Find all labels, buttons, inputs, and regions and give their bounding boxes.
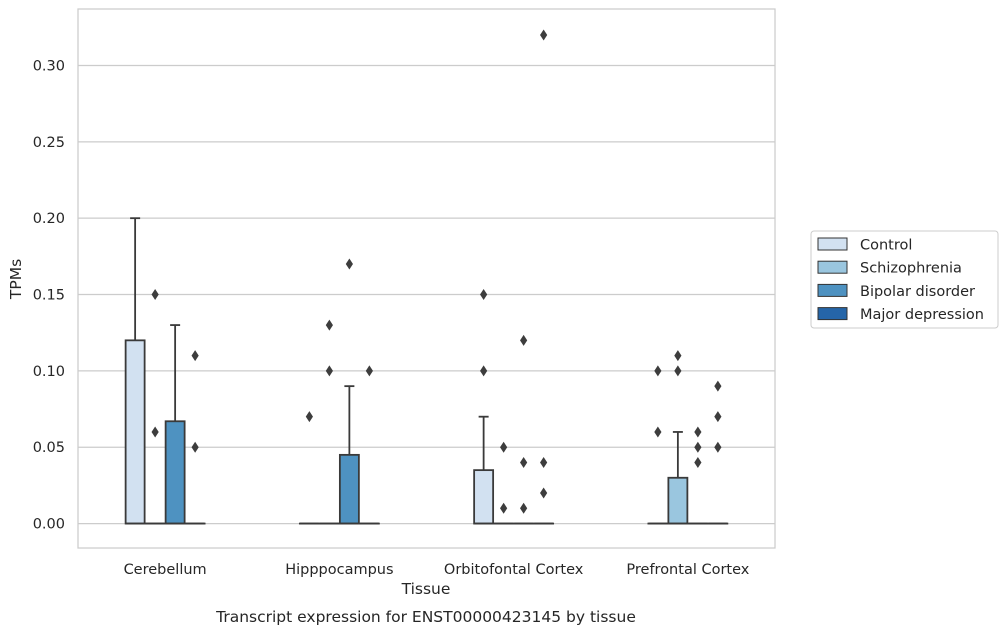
legend-swatch bbox=[817, 307, 848, 321]
x-tick-labels: Cerebellum Hipppocampus Orbitofontal Corte… bbox=[124, 562, 750, 578]
outlier-point bbox=[694, 426, 702, 438]
outlier-point bbox=[500, 502, 508, 514]
outlier-point bbox=[694, 456, 702, 468]
outlier-point bbox=[540, 29, 548, 41]
plot-frame bbox=[77, 8, 776, 549]
y-tick-label: 0.05 bbox=[33, 440, 65, 456]
legend-swatch bbox=[817, 260, 848, 274]
box bbox=[164, 420, 186, 525]
series-bipolar-disorder bbox=[164, 258, 709, 525]
x-tick-label: Prefrontal Cortex bbox=[626, 562, 749, 578]
outlier-point bbox=[654, 365, 662, 377]
series-major-depression bbox=[184, 29, 729, 525]
y-tick-label: 0.10 bbox=[33, 364, 65, 380]
box bbox=[124, 339, 146, 525]
outlier-point bbox=[480, 365, 488, 377]
outlier-point bbox=[674, 350, 682, 362]
legend-swatch bbox=[817, 283, 848, 297]
outlier-point bbox=[500, 441, 508, 453]
legend-label: Schizophrenia bbox=[860, 261, 962, 277]
outlier-point bbox=[540, 487, 548, 499]
box bbox=[473, 469, 495, 525]
y-tick-label: 0.20 bbox=[33, 211, 65, 227]
x-tick-label: Orbitofontal Cortex bbox=[444, 562, 584, 578]
x-tick-label: Hipppocampus bbox=[285, 562, 393, 578]
legend-swatch bbox=[817, 237, 848, 251]
outlier-point bbox=[151, 289, 159, 301]
outlier-point bbox=[714, 380, 722, 392]
outlier-point bbox=[480, 289, 488, 301]
outlier-point bbox=[520, 456, 528, 468]
box bbox=[338, 453, 360, 525]
chart-caption: Transcript expression for ENST0000042314… bbox=[215, 608, 636, 626]
box-series-group bbox=[124, 29, 729, 525]
y-tick-labels: 0.00 0.05 0.10 0.15 0.20 0.25 0.30 bbox=[33, 58, 65, 532]
legend-label: Bipolar disorder bbox=[860, 284, 975, 300]
y-axis-title: TPMs bbox=[7, 259, 25, 300]
outlier-point bbox=[345, 258, 353, 270]
plot-background bbox=[78, 9, 775, 548]
y-tick-label: 0.15 bbox=[33, 288, 65, 304]
x-axis-title: Tissue bbox=[401, 580, 451, 598]
legend-label: Control bbox=[860, 238, 912, 254]
outlier-point bbox=[540, 456, 548, 468]
outlier-point bbox=[365, 365, 373, 377]
legend: Control Schizophrenia Bipolar disorder Majo… bbox=[810, 230, 999, 329]
outlier-point bbox=[714, 411, 722, 423]
outlier-point bbox=[325, 319, 333, 331]
outlier-point bbox=[305, 411, 313, 423]
outlier-point bbox=[520, 334, 528, 346]
outlier-point bbox=[674, 365, 682, 377]
series-schizophrenia bbox=[144, 289, 689, 525]
outlier-point bbox=[520, 502, 528, 514]
outlier-point bbox=[191, 350, 199, 362]
legend-label: Major depression bbox=[860, 307, 984, 323]
y-tick-label: 0.30 bbox=[33, 58, 65, 74]
outlier-point bbox=[151, 426, 159, 438]
outlier-point bbox=[694, 441, 702, 453]
outlier-point bbox=[191, 441, 199, 453]
outlier-point bbox=[714, 441, 722, 453]
outlier-point bbox=[654, 426, 662, 438]
series-control bbox=[124, 217, 669, 525]
outlier-point bbox=[325, 365, 333, 377]
y-tick-label: 0.00 bbox=[33, 517, 65, 533]
box bbox=[667, 476, 689, 525]
y-tick-label: 0.25 bbox=[33, 135, 65, 151]
x-tick-label: Cerebellum bbox=[124, 562, 207, 578]
legend-frame bbox=[810, 230, 999, 329]
